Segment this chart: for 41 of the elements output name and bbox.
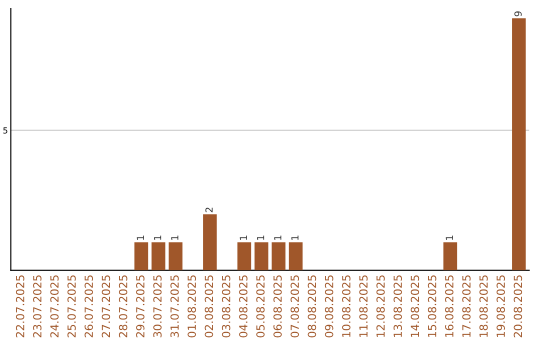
- x-tick-label: 14.08.2025: [410, 275, 420, 337]
- data-label: 1: [446, 236, 453, 240]
- data-label: 1: [171, 236, 178, 240]
- y-tick-label: 5: [3, 127, 8, 134]
- data-label: 1: [240, 236, 247, 240]
- x-tick-label: 29.07.2025: [136, 275, 144, 338]
- x-tick-label: 27.07.2025: [102, 275, 110, 338]
- x-tick-label: 07.08.2025: [290, 275, 299, 338]
- x-tick-label: 30.07.2025: [153, 275, 162, 338]
- x-tick-label: 25.07.2025: [67, 275, 76, 338]
- x-tick-label: 03.08.2025: [222, 275, 230, 338]
- x-tick-label: 02.08.2025: [204, 275, 214, 338]
- x-tick-label: 26.07.2025: [84, 275, 93, 338]
- data-label: 1: [291, 236, 298, 240]
- x-tick-label: 05.08.2025: [256, 275, 265, 338]
- x-tick-label: 22.07.2025: [16, 275, 24, 338]
- x-tick-label: 16.08.2025: [445, 275, 454, 337]
- data-label: 1: [257, 236, 264, 240]
- data-label: 1: [154, 236, 162, 240]
- x-tick-label: 23.07.2025: [33, 275, 42, 338]
- data-label: 9: [514, 11, 522, 16]
- x-tick-label: 12.08.2025: [376, 275, 385, 337]
- x-tick-label: 20.08.2025: [514, 275, 522, 338]
- x-tick-label: 06.08.2025: [273, 275, 282, 338]
- x-tick-label: 01.08.2025: [188, 275, 196, 338]
- x-tick-label: 10.08.2025: [342, 275, 350, 337]
- x-tick-label: 19.08.2025: [496, 275, 505, 337]
- data-label: 1: [274, 236, 282, 240]
- x-tick-label: 24.07.2025: [50, 275, 59, 338]
- data-label: 2: [205, 208, 213, 212]
- x-tick-label: 18.08.2025: [479, 275, 488, 337]
- x-tick-label: 17.08.2025: [462, 275, 471, 337]
- x-tick-label: 09.08.2025: [324, 275, 334, 338]
- x-tick-label: 11.08.2025: [359, 275, 368, 337]
- x-tick-label: 31.07.2025: [170, 275, 179, 338]
- x-tick-label: 08.08.2025: [308, 275, 316, 338]
- x-tick-label: 28.07.2025: [118, 275, 128, 338]
- x-tick-label: 13.08.2025: [394, 275, 402, 337]
- x-tick-label: 15.08.2025: [428, 275, 436, 337]
- data-label: 1: [136, 236, 144, 240]
- x-tick-label: 04.08.2025: [239, 275, 248, 338]
